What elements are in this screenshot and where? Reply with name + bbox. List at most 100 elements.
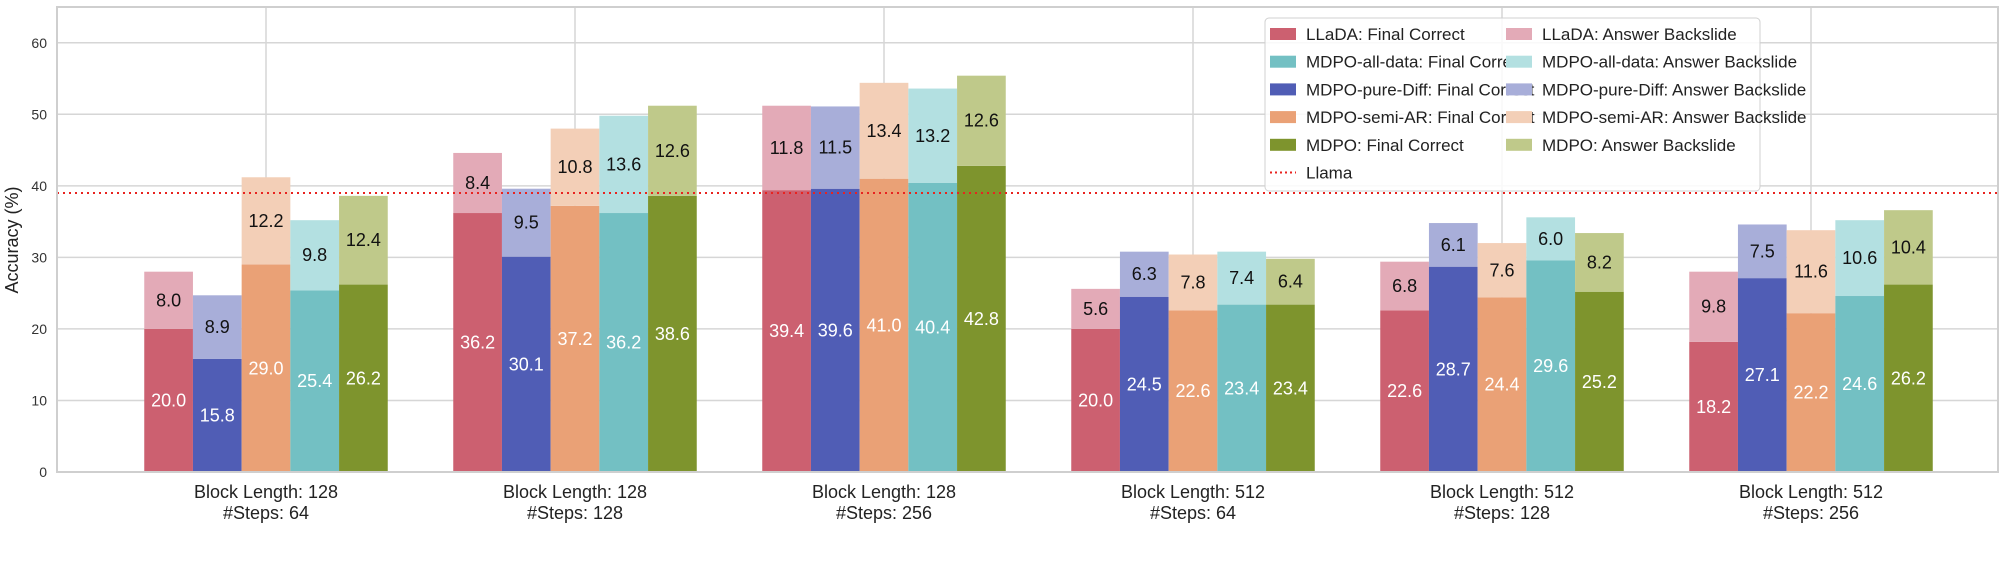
data-label-final-correct: 25.2 (1582, 372, 1617, 392)
data-label-final-correct: 38.6 (655, 324, 690, 344)
data-label-final-correct: 26.2 (1891, 368, 1926, 388)
bar-answer-backslide (908, 88, 958, 183)
bar-answer-backslide (762, 105, 811, 191)
bar-final-correct (453, 213, 502, 472)
data-label-final-correct: 29.0 (248, 358, 283, 378)
bar-final-correct (810, 188, 860, 472)
legend: LLaDA: Final Correct LLaDA: Answer Backsl… (1264, 17, 1807, 192)
bar-answer-backslide (1526, 217, 1576, 261)
bar-answer-backslide (1071, 288, 1120, 329)
data-label-final-correct: 39.4 (769, 321, 804, 341)
data-label-final-correct: 28.7 (1436, 359, 1471, 379)
legend-label: MDPO-all-data: Final Correct (1306, 53, 1525, 72)
bar-answer-backslide (1884, 210, 1933, 285)
legend-swatch (1270, 28, 1296, 40)
data-label-final-correct: 26.2 (346, 368, 381, 388)
y-tick-label: 20 (31, 321, 47, 337)
bar-answer-backslide (1119, 251, 1169, 297)
x-tick-label: Block Length: 128 (194, 482, 338, 502)
bar-final-correct (1835, 296, 1885, 472)
data-label-answer-backslide: 8.9 (205, 317, 230, 337)
bar-answer-backslide (1477, 243, 1527, 298)
data-label-answer-backslide: 12.6 (655, 141, 690, 161)
bar-answer-backslide (241, 177, 291, 265)
bar-answer-backslide (453, 152, 502, 214)
bar-final-correct (241, 264, 291, 472)
data-label-final-correct: 22.6 (1175, 381, 1210, 401)
data-label-final-correct: 23.4 (1224, 378, 1259, 398)
bar-final-correct (1428, 266, 1478, 472)
y-tick-label: 60 (31, 35, 47, 51)
bar-answer-backslide (1217, 251, 1267, 305)
bar-answer-backslide (1428, 223, 1478, 267)
bar-final-correct (144, 328, 193, 472)
data-label-final-correct: 36.2 (460, 333, 495, 353)
bar-answer-backslide (648, 105, 697, 196)
x-tick-label: #Steps: 256 (1763, 503, 1859, 523)
data-label-final-correct: 18.2 (1696, 397, 1731, 417)
data-label-answer-backslide: 12.4 (346, 230, 381, 250)
legend-label: MDPO-pure-Diff: Answer Backslide (1542, 80, 1806, 99)
x-tick-label: Block Length: 128 (812, 482, 956, 502)
legend-label: MDPO: Final Correct (1306, 136, 1464, 155)
data-label-answer-backslide: 10.8 (557, 157, 592, 177)
x-tick-label: Block Length: 512 (1739, 482, 1883, 502)
data-label-answer-backslide: 8.4 (465, 173, 490, 193)
data-label-answer-backslide: 8.2 (1587, 252, 1612, 272)
bar-final-correct (599, 213, 649, 472)
bar-final-correct (648, 195, 697, 472)
data-label-answer-backslide: 6.8 (1392, 276, 1417, 296)
legend-label: MDPO-semi-AR: Answer Backslide (1542, 108, 1807, 127)
y-axis-label: Accuracy (%) (2, 186, 22, 293)
data-label-answer-backslide: 6.3 (1132, 264, 1157, 284)
x-tick-label: Block Length: 512 (1121, 482, 1265, 502)
legend-label: MDPO-pure-Diff: Final Correct (1306, 80, 1535, 99)
data-label-answer-backslide: 11.5 (818, 138, 852, 158)
x-tick-label: Block Length: 128 (503, 482, 647, 502)
data-label-answer-backslide: 8.0 (156, 290, 181, 310)
data-label-answer-backslide: 6.1 (1441, 235, 1466, 255)
data-label-answer-backslide: 6.4 (1278, 272, 1303, 292)
data-label-final-correct: 42.8 (964, 309, 999, 329)
data-label-answer-backslide: 11.6 (1794, 262, 1828, 282)
plot-frame (56, 6, 1999, 473)
bar-answer-backslide (957, 75, 1006, 166)
y-tick-label: 10 (31, 392, 47, 408)
x-tick-label: #Steps: 128 (527, 503, 623, 523)
data-label-answer-backslide: 10.4 (1891, 237, 1926, 257)
data-label-final-correct: 15.8 (200, 405, 235, 425)
data-label-answer-backslide: 7.4 (1229, 268, 1254, 288)
data-label-answer-backslide: 12.2 (248, 211, 283, 231)
legend-swatch (1270, 138, 1296, 151)
data-label-final-correct: 36.2 (606, 333, 641, 353)
data-label-final-correct: 24.6 (1842, 374, 1877, 394)
data-label-final-correct: 30.1 (509, 354, 544, 374)
bar-final-correct (1168, 310, 1218, 472)
bar-final-correct (1884, 284, 1933, 472)
bar-final-correct (908, 182, 958, 472)
legend-label: LLaDA: Answer Backslide (1542, 25, 1737, 44)
data-label-final-correct: 20.0 (151, 390, 186, 410)
legend-label: Llama (1306, 164, 1353, 183)
legend-swatch (1270, 55, 1296, 68)
bar-answer-backslide (1266, 258, 1315, 305)
data-label-final-correct: 27.1 (1745, 365, 1780, 385)
bar-answer-backslide (192, 295, 242, 359)
data-label-answer-backslide: 13.2 (915, 126, 950, 146)
x-tick-label: #Steps: 128 (1454, 503, 1550, 523)
bar-final-correct (339, 284, 388, 472)
bar-answer-backslide (144, 271, 193, 329)
data-label-final-correct: 40.4 (915, 317, 950, 337)
bar-final-correct (1737, 278, 1787, 472)
bar-final-correct (1266, 304, 1315, 472)
bar-final-correct (1689, 341, 1738, 472)
bar-answer-backslide (1786, 230, 1836, 314)
data-label-final-correct: 37.2 (557, 329, 592, 349)
bar-answer-backslide (501, 188, 551, 257)
data-label-final-correct: 23.4 (1273, 378, 1308, 398)
legend-swatch (1506, 55, 1532, 68)
bar-final-correct (762, 190, 811, 472)
bar-answer-backslide (1737, 224, 1787, 279)
